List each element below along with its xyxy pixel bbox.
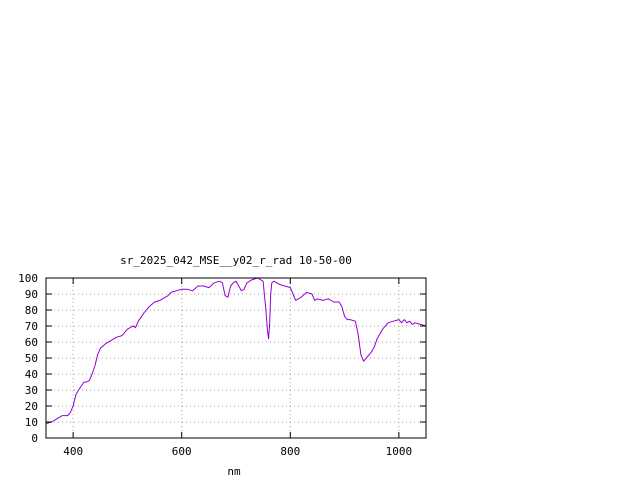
y-tick-label: 0	[31, 432, 38, 445]
chart-title: sr_2025_042_MSE__y02_r_rad 10-50-00	[120, 254, 352, 267]
y-tick-label: 50	[25, 352, 38, 365]
x-axis: 400 600 800 1000	[63, 278, 412, 458]
y-tick-label: 70	[25, 320, 38, 333]
y-tick-label: 60	[25, 336, 38, 349]
x-tick-label: 400	[63, 445, 83, 458]
series-line	[45, 277, 427, 425]
grid	[46, 278, 426, 438]
x-tick-label: 600	[172, 445, 192, 458]
y-tick-label: 100	[18, 272, 38, 285]
y-axis: 0 10 20 30 40 50 60 70 80 90 100	[18, 272, 426, 445]
x-tick-label: 800	[280, 445, 300, 458]
x-axis-label: nm	[227, 465, 241, 478]
series-layer	[45, 277, 427, 425]
y-tick-label: 90	[25, 288, 38, 301]
x-tick-label: 1000	[386, 445, 413, 458]
y-tick-label: 10	[25, 416, 38, 429]
y-tick-label: 40	[25, 368, 38, 381]
y-tick-label: 80	[25, 304, 38, 317]
y-tick-label: 30	[25, 384, 38, 397]
y-tick-label: 20	[25, 400, 38, 413]
